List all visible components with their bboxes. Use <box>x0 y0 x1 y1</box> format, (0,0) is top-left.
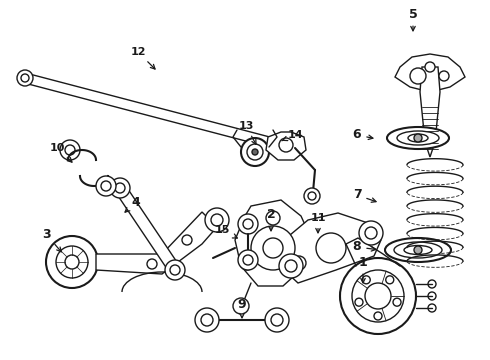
Circle shape <box>414 246 422 254</box>
Circle shape <box>195 308 219 332</box>
Circle shape <box>165 260 185 280</box>
Polygon shape <box>395 54 465 92</box>
Polygon shape <box>24 73 294 153</box>
Circle shape <box>439 71 449 81</box>
Text: 15: 15 <box>214 225 237 238</box>
Ellipse shape <box>394 242 442 258</box>
Circle shape <box>410 68 426 84</box>
Polygon shape <box>96 212 217 274</box>
Circle shape <box>365 283 391 309</box>
Ellipse shape <box>408 134 428 142</box>
Circle shape <box>340 258 416 334</box>
Circle shape <box>17 70 33 86</box>
Circle shape <box>201 314 213 326</box>
Circle shape <box>21 74 29 82</box>
Circle shape <box>251 226 295 270</box>
Circle shape <box>115 183 125 193</box>
Circle shape <box>393 298 401 306</box>
Circle shape <box>60 140 80 160</box>
Circle shape <box>271 314 283 326</box>
Circle shape <box>425 62 435 72</box>
Circle shape <box>238 250 258 270</box>
Text: 11: 11 <box>310 213 326 233</box>
Circle shape <box>279 254 303 278</box>
Ellipse shape <box>397 131 439 145</box>
Circle shape <box>170 265 180 275</box>
Circle shape <box>96 176 116 196</box>
Circle shape <box>238 214 258 234</box>
Circle shape <box>243 255 253 265</box>
Circle shape <box>182 235 192 245</box>
Circle shape <box>316 233 346 263</box>
Text: 8: 8 <box>353 240 376 253</box>
Circle shape <box>240 256 254 270</box>
Circle shape <box>241 138 269 166</box>
Text: 13: 13 <box>238 121 256 144</box>
Circle shape <box>285 260 297 272</box>
Circle shape <box>110 178 130 198</box>
Circle shape <box>386 276 394 284</box>
Circle shape <box>247 144 263 160</box>
Circle shape <box>428 280 436 288</box>
Ellipse shape <box>387 127 449 149</box>
Circle shape <box>292 256 306 270</box>
Circle shape <box>56 246 88 278</box>
Text: 6: 6 <box>353 129 373 141</box>
Ellipse shape <box>385 238 451 262</box>
Text: 3: 3 <box>42 228 61 252</box>
Circle shape <box>414 134 422 142</box>
Text: 7: 7 <box>353 189 376 202</box>
Circle shape <box>205 208 229 232</box>
Circle shape <box>211 214 223 226</box>
Text: 12: 12 <box>130 47 155 69</box>
Text: 4: 4 <box>125 195 140 212</box>
Polygon shape <box>266 132 306 160</box>
Text: 10: 10 <box>49 143 72 162</box>
Circle shape <box>365 227 377 239</box>
Circle shape <box>147 259 157 269</box>
Polygon shape <box>235 200 311 286</box>
Circle shape <box>46 236 98 288</box>
Circle shape <box>308 192 316 200</box>
Circle shape <box>266 211 280 225</box>
Text: 14: 14 <box>282 130 303 141</box>
Circle shape <box>428 292 436 300</box>
Text: 5: 5 <box>409 8 417 31</box>
Circle shape <box>304 188 320 204</box>
Polygon shape <box>284 213 381 283</box>
Circle shape <box>65 255 79 269</box>
Circle shape <box>359 221 383 245</box>
Circle shape <box>279 138 293 152</box>
Ellipse shape <box>404 246 432 255</box>
Text: 1: 1 <box>359 256 368 283</box>
Polygon shape <box>420 67 440 157</box>
Text: 9: 9 <box>238 297 246 318</box>
Circle shape <box>355 298 363 306</box>
Circle shape <box>265 308 289 332</box>
Circle shape <box>374 312 382 320</box>
Circle shape <box>65 145 75 155</box>
Circle shape <box>101 181 111 191</box>
Circle shape <box>252 149 258 155</box>
Circle shape <box>428 304 436 312</box>
Circle shape <box>233 298 249 314</box>
Circle shape <box>362 276 370 284</box>
Circle shape <box>352 270 404 322</box>
Text: 2: 2 <box>267 208 275 231</box>
Polygon shape <box>115 185 180 273</box>
Circle shape <box>243 219 253 229</box>
Circle shape <box>263 238 283 258</box>
